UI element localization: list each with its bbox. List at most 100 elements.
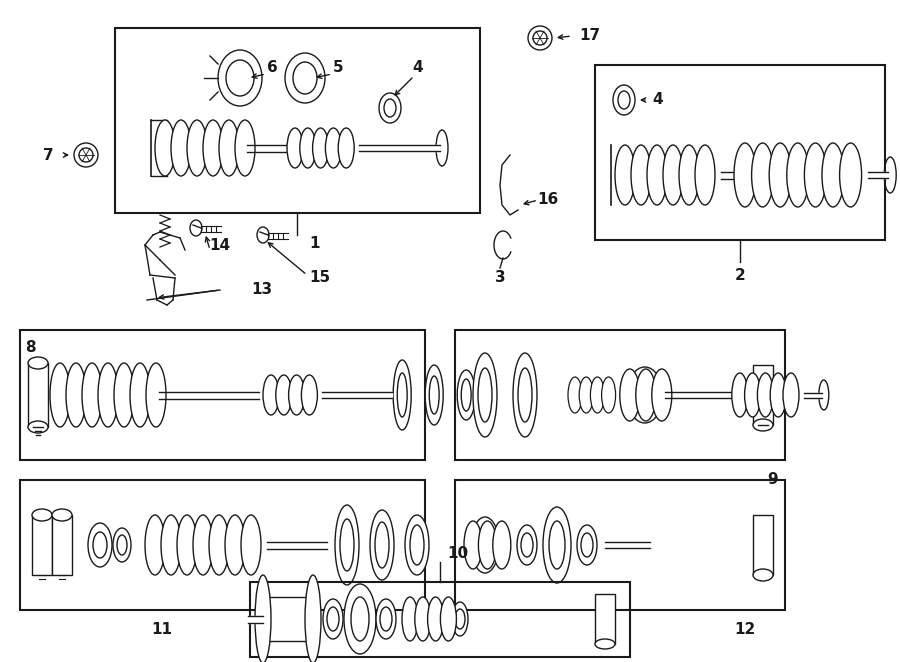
Ellipse shape <box>327 607 339 631</box>
Bar <box>455 330 785 460</box>
Ellipse shape <box>405 515 429 575</box>
Ellipse shape <box>787 143 809 207</box>
Ellipse shape <box>568 377 582 413</box>
Ellipse shape <box>155 120 175 176</box>
Ellipse shape <box>652 369 671 421</box>
Ellipse shape <box>219 120 239 176</box>
Text: 9: 9 <box>768 473 778 487</box>
Ellipse shape <box>415 597 431 641</box>
Ellipse shape <box>840 143 861 207</box>
Ellipse shape <box>613 85 635 115</box>
Text: 12: 12 <box>734 622 756 638</box>
Bar <box>52 515 72 575</box>
Bar <box>20 330 425 460</box>
Text: 3: 3 <box>495 271 505 285</box>
Bar <box>595 65 885 240</box>
Ellipse shape <box>615 145 635 205</box>
Bar <box>20 480 425 610</box>
Ellipse shape <box>287 128 303 168</box>
Ellipse shape <box>275 375 292 415</box>
Ellipse shape <box>631 145 651 205</box>
Ellipse shape <box>241 515 261 575</box>
Ellipse shape <box>479 521 497 569</box>
Text: 8: 8 <box>24 340 35 355</box>
Text: 1: 1 <box>310 236 320 250</box>
Ellipse shape <box>28 357 48 369</box>
Text: 4: 4 <box>652 93 663 107</box>
Ellipse shape <box>235 120 255 176</box>
Ellipse shape <box>312 128 328 168</box>
Text: 17: 17 <box>580 28 600 42</box>
Ellipse shape <box>753 419 773 431</box>
Ellipse shape <box>190 220 202 236</box>
Ellipse shape <box>770 143 791 207</box>
Ellipse shape <box>379 93 401 123</box>
Ellipse shape <box>146 363 166 427</box>
Ellipse shape <box>82 363 102 427</box>
Ellipse shape <box>753 569 773 581</box>
Ellipse shape <box>79 148 93 162</box>
Ellipse shape <box>344 584 376 654</box>
Ellipse shape <box>428 597 444 641</box>
Ellipse shape <box>734 143 756 207</box>
Text: 7: 7 <box>42 148 53 162</box>
Text: 5: 5 <box>333 60 343 75</box>
Ellipse shape <box>28 421 48 433</box>
Ellipse shape <box>457 370 475 420</box>
Ellipse shape <box>493 521 511 569</box>
Ellipse shape <box>455 609 465 629</box>
Ellipse shape <box>695 145 715 205</box>
Ellipse shape <box>620 369 640 421</box>
Ellipse shape <box>161 515 181 575</box>
Ellipse shape <box>425 365 443 425</box>
Ellipse shape <box>305 575 321 662</box>
Ellipse shape <box>518 368 532 422</box>
Bar <box>115 28 480 213</box>
Ellipse shape <box>770 373 787 417</box>
Ellipse shape <box>66 363 86 427</box>
Ellipse shape <box>822 143 844 207</box>
Text: 14: 14 <box>210 238 230 252</box>
Ellipse shape <box>293 62 317 94</box>
Ellipse shape <box>326 128 341 168</box>
Ellipse shape <box>783 373 799 417</box>
Ellipse shape <box>375 522 389 568</box>
Text: 10: 10 <box>447 547 469 561</box>
Ellipse shape <box>543 507 571 583</box>
Ellipse shape <box>402 597 418 641</box>
Ellipse shape <box>113 528 131 562</box>
Ellipse shape <box>663 145 683 205</box>
Ellipse shape <box>255 575 271 662</box>
Ellipse shape <box>517 525 537 565</box>
Ellipse shape <box>595 639 615 649</box>
Ellipse shape <box>263 375 279 415</box>
Ellipse shape <box>370 510 394 580</box>
Ellipse shape <box>580 377 593 413</box>
Ellipse shape <box>114 363 134 427</box>
Ellipse shape <box>145 515 165 575</box>
Bar <box>753 515 773 575</box>
Ellipse shape <box>577 525 597 565</box>
Ellipse shape <box>618 91 630 109</box>
Bar <box>32 515 52 575</box>
Bar <box>263 597 313 641</box>
Ellipse shape <box>130 363 150 427</box>
Ellipse shape <box>285 53 325 103</box>
Ellipse shape <box>93 532 107 558</box>
Text: 13: 13 <box>251 283 273 297</box>
Ellipse shape <box>335 505 359 585</box>
Ellipse shape <box>289 375 304 415</box>
Text: 6: 6 <box>266 60 277 75</box>
Ellipse shape <box>351 597 369 641</box>
Ellipse shape <box>473 353 497 437</box>
Ellipse shape <box>218 50 262 106</box>
Text: 2: 2 <box>734 267 745 283</box>
Ellipse shape <box>88 523 112 567</box>
Ellipse shape <box>187 120 207 176</box>
Ellipse shape <box>117 535 127 555</box>
Ellipse shape <box>647 145 667 205</box>
Ellipse shape <box>581 533 593 557</box>
Ellipse shape <box>549 521 565 569</box>
Ellipse shape <box>226 60 254 96</box>
Text: 16: 16 <box>537 193 559 207</box>
